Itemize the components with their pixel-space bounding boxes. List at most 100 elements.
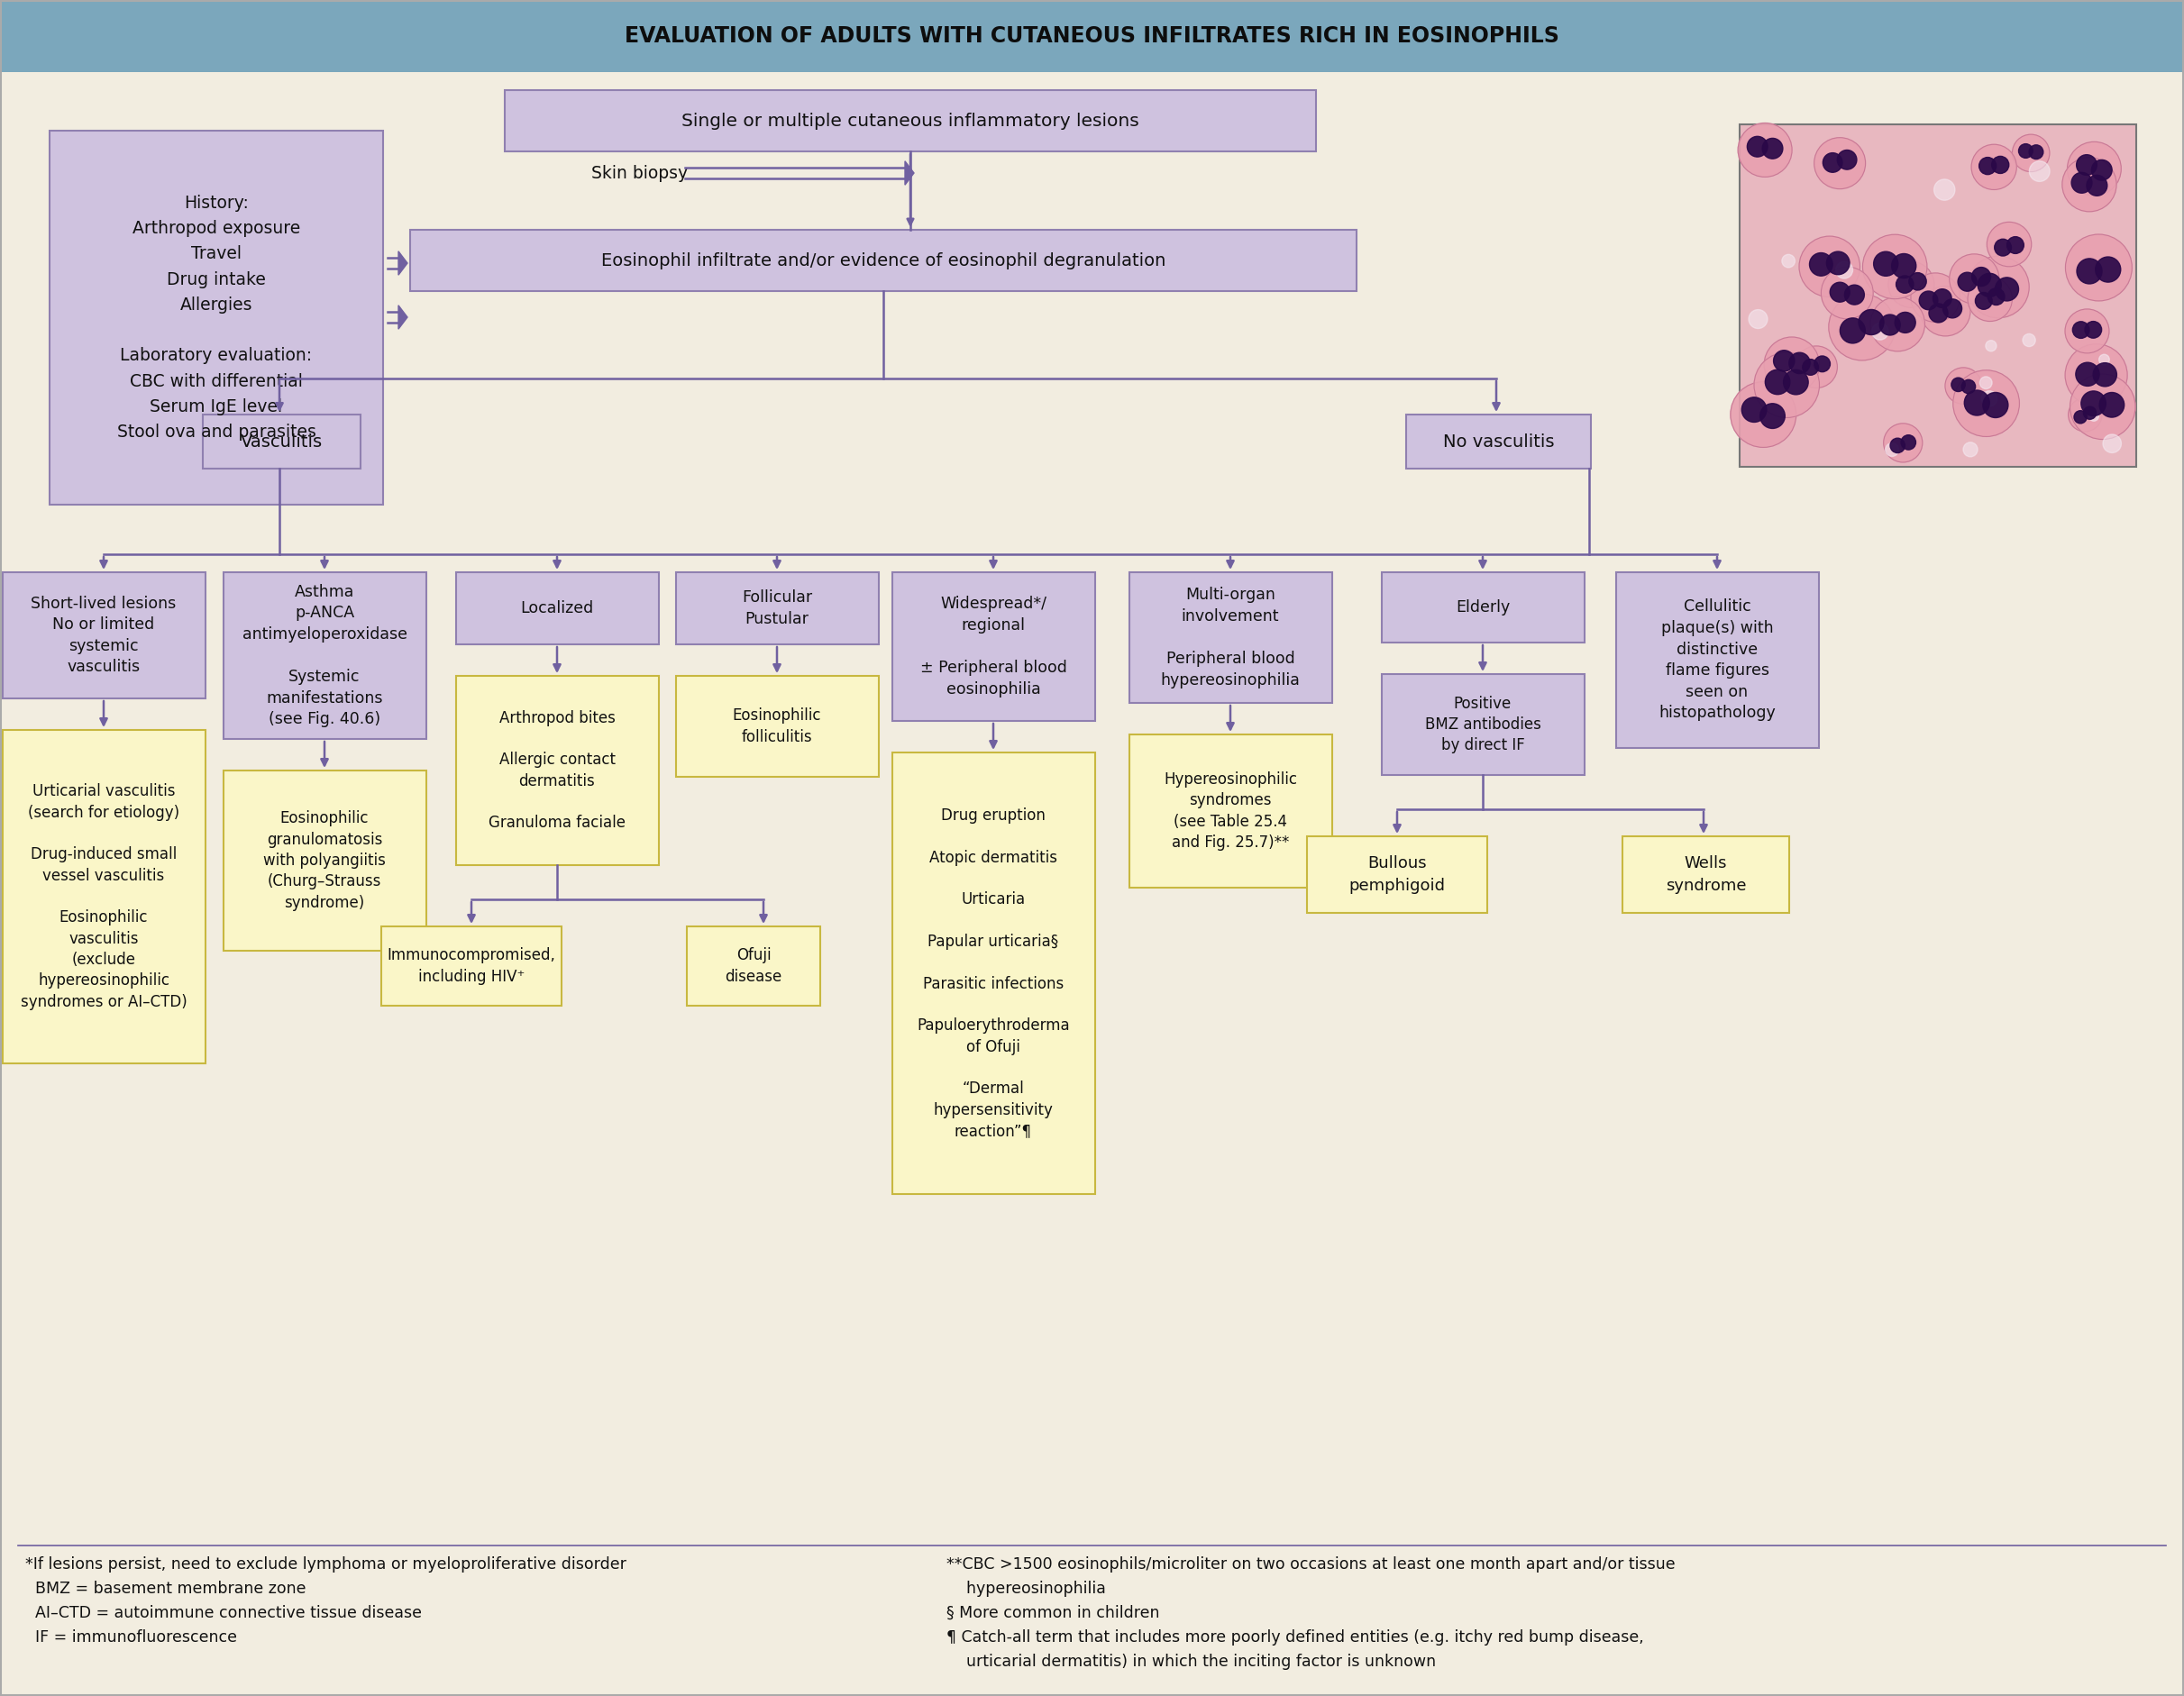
- Circle shape: [1983, 392, 2007, 417]
- Circle shape: [1979, 158, 1996, 175]
- Circle shape: [1928, 304, 1948, 322]
- Text: Localized: Localized: [520, 600, 594, 616]
- Circle shape: [1889, 438, 1904, 453]
- Circle shape: [1859, 310, 1885, 334]
- Text: Arthropod bites

Allergic contact
dermatitis

Granuloma faciale: Arthropod bites Allergic contact dermati…: [489, 711, 625, 831]
- Circle shape: [1811, 253, 1832, 276]
- Circle shape: [2075, 410, 2088, 424]
- FancyBboxPatch shape: [505, 90, 1317, 151]
- Text: Bullous
pemphigoid: Bullous pemphigoid: [1350, 855, 1446, 894]
- Circle shape: [1974, 292, 1992, 309]
- FancyBboxPatch shape: [675, 572, 878, 644]
- Polygon shape: [397, 305, 408, 329]
- Circle shape: [1765, 370, 1791, 395]
- Circle shape: [1839, 319, 1865, 343]
- FancyBboxPatch shape: [1380, 572, 1583, 643]
- Circle shape: [1968, 256, 2029, 317]
- Circle shape: [1979, 377, 1992, 388]
- Circle shape: [1789, 353, 1811, 373]
- Circle shape: [1872, 322, 1889, 339]
- Circle shape: [1815, 137, 1865, 188]
- Circle shape: [1935, 180, 1955, 200]
- Text: **CBC >1500 eosinophils/microliter on two occasions at least one month apart and: **CBC >1500 eosinophils/microliter on tw…: [946, 1557, 1675, 1671]
- Circle shape: [1944, 298, 1961, 319]
- Circle shape: [2070, 173, 2092, 193]
- Circle shape: [1845, 285, 1865, 305]
- Circle shape: [1738, 124, 1791, 176]
- FancyBboxPatch shape: [382, 926, 561, 1006]
- Circle shape: [2068, 142, 2121, 195]
- Circle shape: [2066, 309, 2110, 353]
- FancyBboxPatch shape: [1129, 734, 1332, 887]
- Circle shape: [1765, 338, 1819, 392]
- Circle shape: [2092, 159, 2112, 180]
- Circle shape: [1824, 153, 1843, 173]
- Text: History:
Arthropod exposure
Travel
Drug intake
Allergies

Laboratory evaluation:: History: Arthropod exposure Travel Drug …: [116, 195, 317, 441]
- Circle shape: [1987, 222, 2031, 266]
- Circle shape: [1933, 288, 1952, 307]
- Circle shape: [2092, 363, 2116, 387]
- FancyBboxPatch shape: [456, 572, 657, 644]
- Circle shape: [1889, 261, 1935, 307]
- Circle shape: [2018, 144, 2033, 158]
- Circle shape: [2066, 344, 2127, 407]
- FancyBboxPatch shape: [891, 753, 1094, 1194]
- Text: Drug eruption

Atopic dermatitis

Urticaria

Papular urticaria§

Parasitic infec: Drug eruption Atopic dermatitis Urticari…: [917, 807, 1070, 1140]
- Text: Positive
BMZ antibodies
by direct IF: Positive BMZ antibodies by direct IF: [1424, 695, 1542, 753]
- Text: Eosinophil infiltrate and/or evidence of eosinophil degranulation: Eosinophil infiltrate and/or evidence of…: [601, 253, 1166, 270]
- Polygon shape: [397, 251, 408, 275]
- Text: Elderly: Elderly: [1455, 599, 1509, 616]
- FancyBboxPatch shape: [0, 0, 2184, 73]
- Circle shape: [2022, 334, 2035, 346]
- Circle shape: [2029, 144, 2044, 159]
- Text: Eosinophilic
folliculitis: Eosinophilic folliculitis: [732, 707, 821, 745]
- Circle shape: [1760, 404, 1784, 429]
- Circle shape: [1981, 390, 1996, 407]
- FancyBboxPatch shape: [1741, 124, 2136, 466]
- Circle shape: [1828, 293, 1896, 360]
- Text: *If lesions persist, need to exclude lymphoma or myeloproliferative disorder
  B: *If lesions persist, need to exclude lym…: [26, 1557, 627, 1645]
- FancyBboxPatch shape: [686, 926, 821, 1006]
- Circle shape: [2094, 256, 2121, 282]
- Circle shape: [1747, 136, 1767, 158]
- Circle shape: [1992, 156, 2009, 173]
- Circle shape: [2068, 399, 2101, 431]
- Circle shape: [1987, 288, 2005, 305]
- Text: Vasculitis: Vasculitis: [240, 432, 323, 449]
- Circle shape: [1972, 268, 1990, 287]
- FancyBboxPatch shape: [1306, 836, 1487, 912]
- FancyBboxPatch shape: [1129, 572, 1332, 702]
- Circle shape: [1749, 310, 1767, 329]
- Text: No vasculitis: No vasculitis: [1444, 432, 1555, 449]
- Text: Eosinophilic
granulomatosis
with polyangiitis
(Churg–Strauss
syndrome): Eosinophilic granulomatosis with polyang…: [264, 811, 387, 911]
- Circle shape: [1830, 282, 1850, 302]
- Circle shape: [1979, 273, 2001, 297]
- FancyBboxPatch shape: [2, 572, 205, 699]
- Circle shape: [2086, 175, 2108, 195]
- Circle shape: [1896, 276, 1913, 293]
- FancyBboxPatch shape: [2, 729, 205, 1063]
- Circle shape: [1762, 139, 1782, 159]
- Circle shape: [1909, 273, 1926, 290]
- Text: Multi-organ
involvement

Peripheral blood
hypereosinophilia: Multi-organ involvement Peripheral blood…: [1160, 587, 1299, 689]
- FancyBboxPatch shape: [1616, 572, 1819, 748]
- Text: Wells
syndrome: Wells syndrome: [1666, 855, 1747, 894]
- Circle shape: [2077, 154, 2097, 175]
- Circle shape: [1950, 378, 1966, 392]
- Circle shape: [2086, 321, 2101, 338]
- Circle shape: [2007, 237, 2025, 254]
- Circle shape: [1782, 254, 1795, 268]
- Polygon shape: [904, 161, 913, 185]
- Circle shape: [1773, 351, 1795, 371]
- Circle shape: [1802, 360, 1819, 375]
- Circle shape: [2077, 258, 2101, 283]
- Circle shape: [2062, 158, 2116, 212]
- Circle shape: [2103, 434, 2121, 453]
- Circle shape: [1837, 261, 1852, 278]
- Circle shape: [1870, 297, 1924, 351]
- Circle shape: [1837, 149, 1856, 170]
- FancyBboxPatch shape: [675, 677, 878, 777]
- Text: Asthma
p-ANCA
antimyeloperoxidase

Systemic
manifestations
(see Fig. 40.6): Asthma p-ANCA antimyeloperoxidase System…: [242, 583, 406, 728]
- Circle shape: [1911, 273, 1959, 322]
- Text: EVALUATION OF ADULTS WITH CUTANEOUS INFILTRATES RICH IN EOSINOPHILS: EVALUATION OF ADULTS WITH CUTANEOUS INFI…: [625, 25, 1559, 47]
